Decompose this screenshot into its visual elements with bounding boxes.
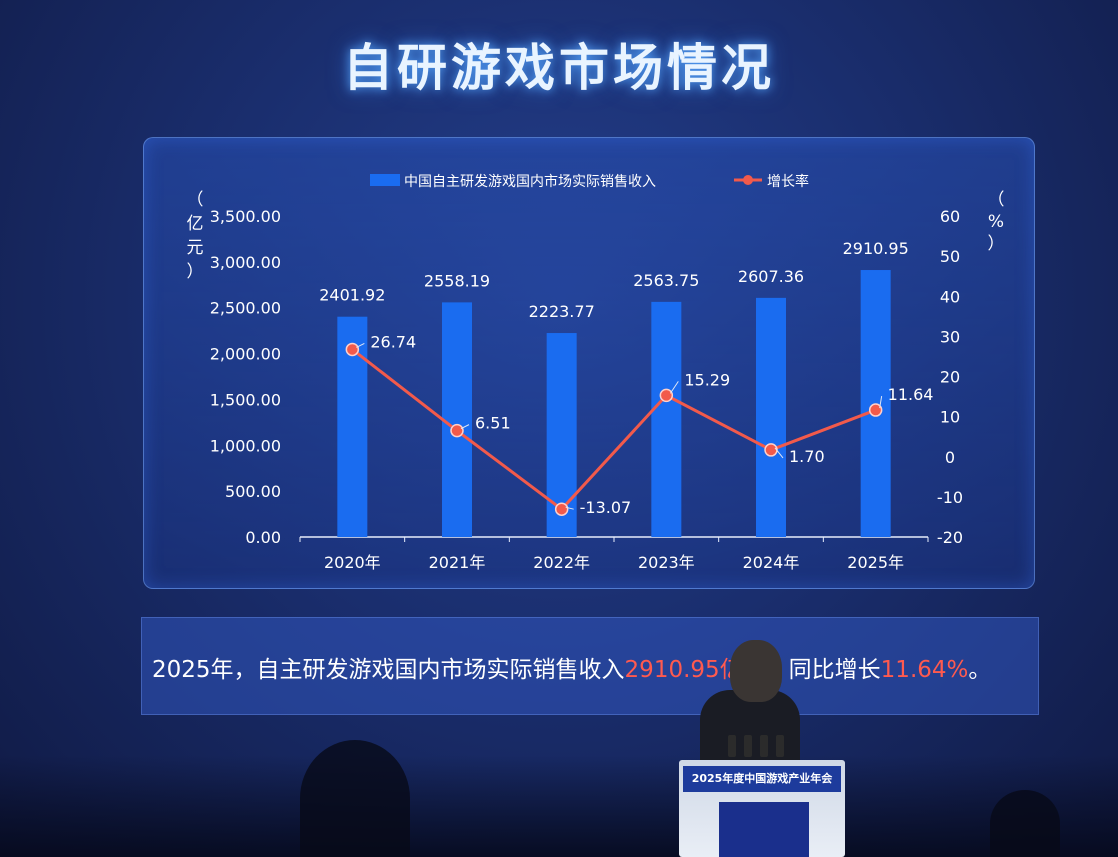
growth-label-leader bbox=[774, 447, 784, 459]
bar-value-label: 2607.36 bbox=[738, 267, 804, 286]
bar-value-label: 2558.19 bbox=[424, 271, 490, 290]
summary-growth: 11.64% bbox=[880, 657, 969, 683]
podium-sign: 2025年度中国游戏产业年会 bbox=[683, 766, 841, 792]
microphone bbox=[728, 735, 736, 757]
chart: 3,500.00 3,000.00 2,500.00 2,000.00 1,500.00… bbox=[187, 173, 1005, 572]
x-tick-label: 2025年 bbox=[847, 553, 904, 572]
podium-panel bbox=[719, 802, 809, 857]
y-left-tick-label: 3,500.00 bbox=[210, 207, 281, 226]
y-right-tick-label: 0 bbox=[945, 448, 955, 467]
y-right-tick-label: 40 bbox=[940, 287, 960, 306]
legend-line-label: 增长率 bbox=[767, 173, 809, 190]
y-right-unit-char: % bbox=[988, 212, 1004, 232]
y-right-tick-label: -20 bbox=[937, 528, 963, 547]
legend-bar-swatch bbox=[370, 174, 400, 186]
growth-label-leader bbox=[565, 506, 574, 510]
y-right-tick-label: 60 bbox=[940, 207, 960, 226]
x-tick-label: 2021年 bbox=[429, 553, 486, 572]
microphone bbox=[760, 735, 768, 757]
summary-revenue: 2910.95亿 bbox=[624, 657, 743, 683]
legend-line-marker bbox=[743, 175, 753, 185]
growth-point bbox=[764, 443, 778, 457]
growth-value-label: -13.07 bbox=[580, 498, 632, 517]
x-tick-label: 2024年 bbox=[743, 553, 800, 572]
y-left-tick-label: 500.00 bbox=[225, 482, 281, 501]
y-left-tick-label: 2,000.00 bbox=[210, 345, 281, 364]
x-tick-label: 2020年 bbox=[324, 553, 381, 572]
page-title: 自研游戏市场情况 bbox=[343, 39, 775, 97]
microphone bbox=[744, 735, 752, 757]
bar bbox=[442, 302, 472, 537]
summary-prefix: 2025年，自主研发游戏国内市场实际销售收入 bbox=[152, 657, 625, 683]
y-left-tick-label: 0.00 bbox=[245, 528, 281, 547]
growth-point bbox=[345, 342, 360, 357]
growth-point bbox=[554, 502, 569, 516]
y-right-unit-char: ） bbox=[988, 234, 1005, 254]
microphone bbox=[776, 735, 784, 757]
x-tick-label: 2023年 bbox=[638, 553, 695, 572]
growth-point bbox=[450, 423, 464, 438]
audience-silhouette bbox=[300, 740, 410, 857]
summary-suffix: 。 bbox=[968, 657, 992, 683]
y-right-tick-label: 10 bbox=[940, 408, 960, 427]
bar bbox=[651, 301, 682, 537]
growth-label-leader bbox=[879, 395, 883, 409]
growth-value-label: 15.29 bbox=[684, 370, 730, 389]
growth-point bbox=[868, 403, 883, 417]
growth-label-leader bbox=[356, 343, 365, 348]
growth-value-label: 26.74 bbox=[370, 332, 416, 351]
y-left-unit-char: （ bbox=[187, 190, 204, 210]
stage-floor bbox=[0, 755, 1118, 857]
audience-silhouette bbox=[990, 790, 1060, 857]
y-right-tick-label: -10 bbox=[937, 488, 963, 507]
y-left-tick-label: 2,500.00 bbox=[210, 299, 281, 318]
x-tick-label: 2022年 bbox=[533, 553, 590, 572]
growth-value-label: 6.51 bbox=[475, 414, 511, 433]
y-left-unit-char: 元 bbox=[187, 238, 204, 258]
growth-value-label: 1.70 bbox=[789, 447, 825, 466]
growth-label-leader bbox=[460, 424, 470, 430]
bar-value-label: 2910.95 bbox=[843, 239, 909, 258]
y-right-tick-label: 50 bbox=[940, 247, 960, 266]
microphones bbox=[728, 735, 788, 757]
growth-value-label: 11.64 bbox=[888, 385, 934, 404]
growth-point bbox=[659, 388, 674, 403]
podium: 2025年度中国游戏产业年会 bbox=[679, 760, 845, 857]
y-left-unit-char: 亿 bbox=[187, 214, 204, 234]
y-right-tick-label: 20 bbox=[940, 368, 960, 387]
summary-text: 2025年，自主研发游戏国内市场实际销售收入2910.95亿元，同比增长11.6… bbox=[152, 650, 991, 684]
bar-value-label: 2401.92 bbox=[319, 286, 385, 305]
y-left-tick-label: 1,500.00 bbox=[210, 390, 281, 409]
summary-box bbox=[141, 617, 1039, 715]
y-left-tick-label: 3,000.00 bbox=[210, 253, 281, 272]
y-right-unit-char: （ bbox=[988, 190, 1005, 210]
y-left-unit-char: ） bbox=[187, 262, 204, 282]
bar-value-label: 2563.75 bbox=[633, 271, 699, 290]
legend-bar-label: 中国自主研发游戏国内市场实际销售收入 bbox=[404, 173, 656, 190]
y-left-tick-label: 1,000.00 bbox=[210, 436, 281, 455]
speaker-head bbox=[730, 640, 782, 702]
bar-value-label: 2223.77 bbox=[529, 302, 595, 321]
growth-label-leader bbox=[669, 381, 679, 394]
speaker-body bbox=[700, 690, 800, 770]
bar bbox=[756, 297, 786, 537]
growth-line bbox=[351, 348, 877, 512]
y-right-tick-label: 30 bbox=[940, 327, 960, 346]
